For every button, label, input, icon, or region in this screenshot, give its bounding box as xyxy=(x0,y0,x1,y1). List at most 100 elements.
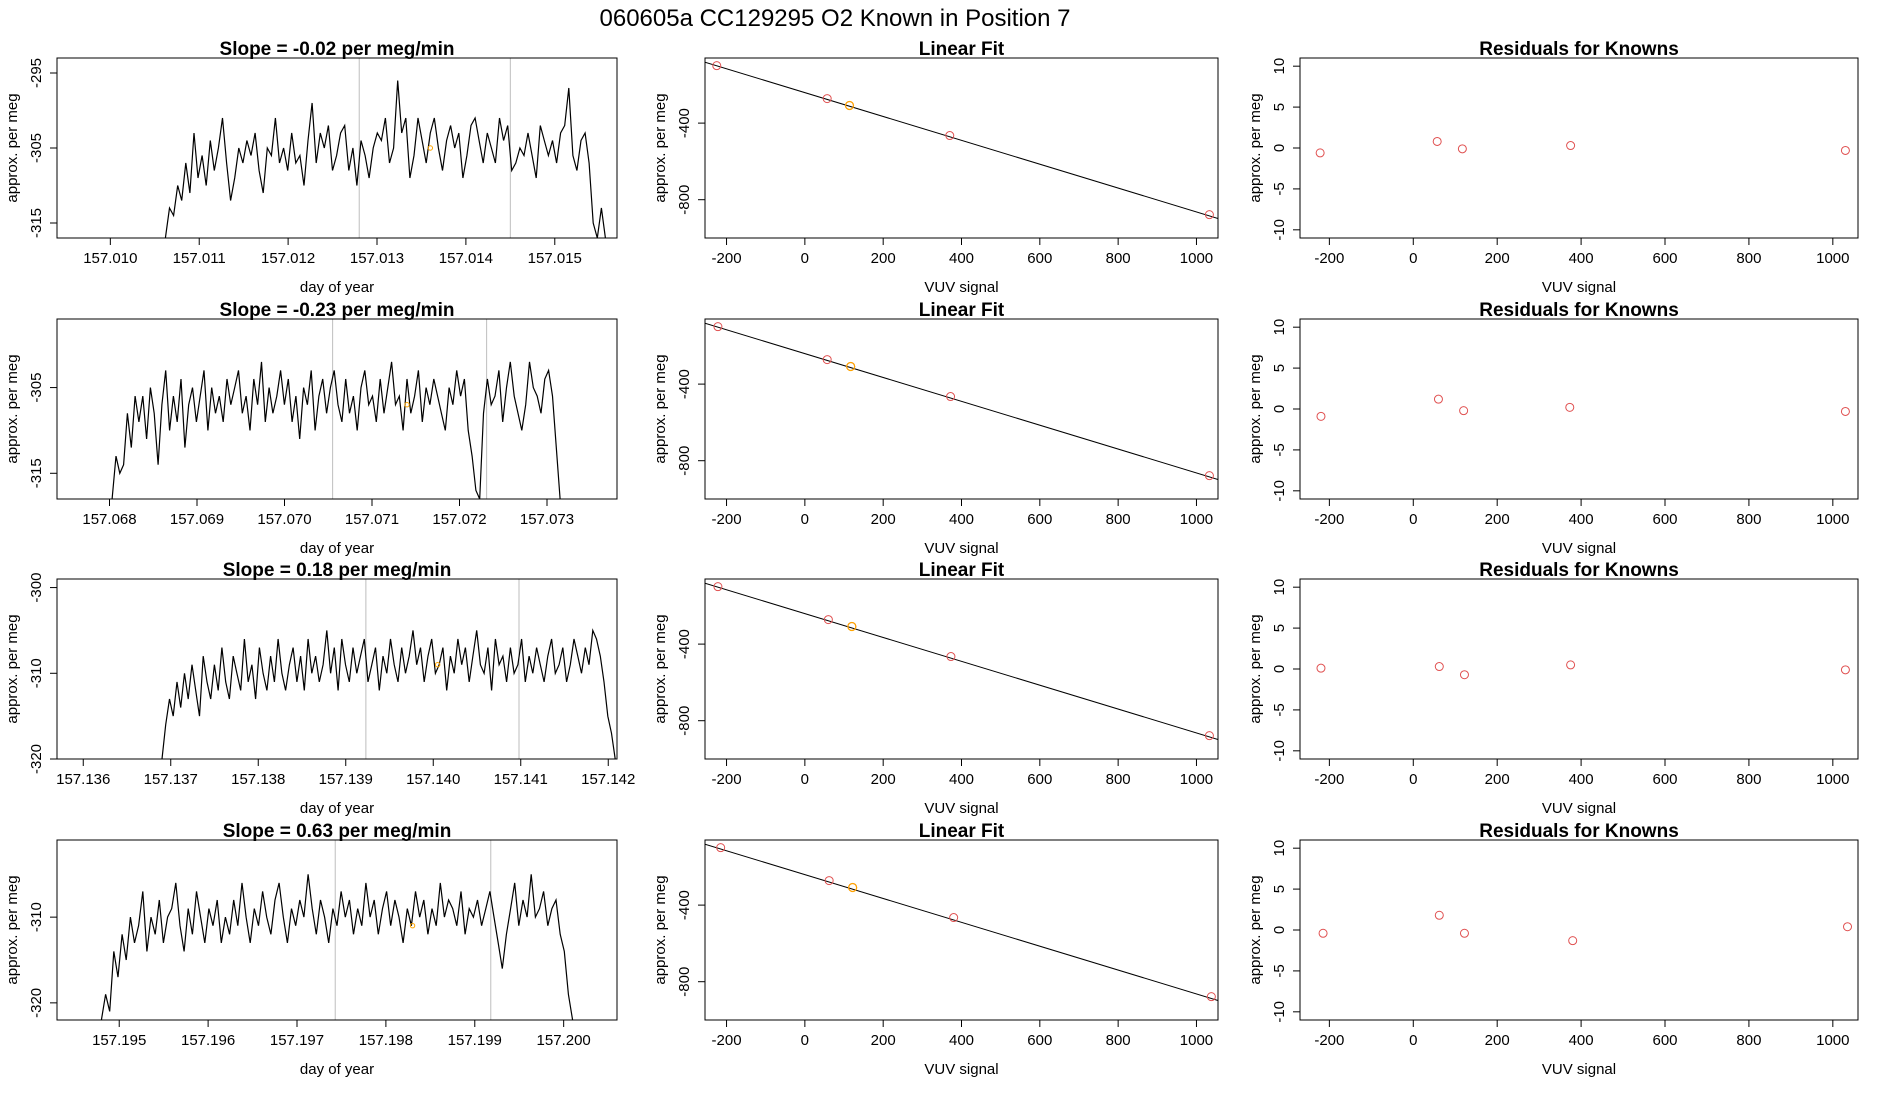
x-tick-label: 157.014 xyxy=(439,250,493,267)
data-point xyxy=(1316,663,1326,673)
plot-area xyxy=(1316,394,1850,421)
data-point xyxy=(949,913,959,923)
data-point xyxy=(1206,992,1216,1002)
x-tick-label: 157.197 xyxy=(270,1032,324,1049)
x-tick-label: 157.199 xyxy=(448,1032,502,1049)
data-point xyxy=(1204,731,1214,741)
data-series-line xyxy=(111,361,561,499)
y-tick-label: -10 xyxy=(1271,219,1288,241)
x-tick-label: 400 xyxy=(949,771,974,788)
plot-frame xyxy=(56,578,618,760)
y-tick-label: -320 xyxy=(28,988,45,1018)
plot-area xyxy=(161,579,616,759)
y-tick-label: -305 xyxy=(28,373,45,403)
x-axis-label: day of year xyxy=(300,279,374,296)
x-tick-label: 157.011 xyxy=(173,250,226,267)
x-tick-label: 200 xyxy=(1485,511,1510,528)
x-axis-label: day of year xyxy=(300,800,374,817)
y-axis-label: approx. per meg xyxy=(4,93,21,202)
x-tick-label: -200 xyxy=(1314,511,1344,528)
x-tick-label: 200 xyxy=(871,771,896,788)
x-tick-label: 200 xyxy=(1485,771,1510,788)
y-axis-label: approx. per meg xyxy=(1247,354,1264,463)
plot-frame xyxy=(704,57,1219,239)
plot-area xyxy=(1318,910,1853,946)
x-tick-label: 157.015 xyxy=(528,250,582,267)
x-tick-label: 800 xyxy=(1106,511,1131,528)
data-point xyxy=(713,582,723,592)
x-axis-label: VUV signal xyxy=(1542,800,1616,817)
y-tick-label: -295 xyxy=(28,58,45,88)
x-tick-label: 157.010 xyxy=(83,250,137,267)
x-axis-label: VUV signal xyxy=(1542,540,1616,557)
x-axis-label: VUV signal xyxy=(924,279,998,296)
data-point xyxy=(1840,406,1850,416)
y-tick-label: -5 xyxy=(1271,443,1288,456)
panel-5: Linear Fit VUV signal approx. per meg -200 0… xyxy=(652,300,1219,557)
plot-frame xyxy=(56,318,618,500)
x-tick-label: 157.137 xyxy=(144,771,198,788)
x-tick-label: 400 xyxy=(1569,511,1594,528)
x-tick-label: 400 xyxy=(949,1032,974,1049)
x-tick-label: 157.200 xyxy=(537,1032,591,1049)
data-point xyxy=(1318,928,1328,938)
x-tick-label: 200 xyxy=(871,250,896,267)
y-tick-label: -800 xyxy=(676,706,693,736)
y-tick-label: -5 xyxy=(1271,703,1288,716)
highlight-point xyxy=(427,145,434,151)
data-point xyxy=(1204,471,1214,481)
x-tick-label: 0 xyxy=(801,511,809,528)
x-tick-label: -200 xyxy=(712,250,742,267)
data-point xyxy=(1566,660,1576,670)
x-tick-label: 0 xyxy=(801,1032,809,1049)
x-tick-label: 800 xyxy=(1736,771,1761,788)
y-tick-label: -320 xyxy=(28,744,45,774)
x-axis-label: VUV signal xyxy=(924,800,998,817)
x-tick-label: 800 xyxy=(1106,771,1131,788)
highlight-point xyxy=(434,662,441,668)
plot-area xyxy=(1315,136,1850,158)
y-axis-label: approx. per meg xyxy=(1247,875,1264,984)
data-series-line xyxy=(100,874,574,1020)
x-axis-label: VUV signal xyxy=(924,540,998,557)
x-tick-label: 200 xyxy=(871,1032,896,1049)
x-tick-label: 1000 xyxy=(1180,250,1213,267)
data-series-line xyxy=(161,628,616,759)
fit-line xyxy=(705,322,1218,480)
y-tick-label: -10 xyxy=(1271,1001,1288,1023)
y-axis-label: approx. per meg xyxy=(1247,93,1264,202)
plot-area xyxy=(100,840,574,1020)
x-tick-label: 600 xyxy=(1027,511,1052,528)
x-tick-label: 157.139 xyxy=(319,771,373,788)
x-tick-label: 1000 xyxy=(1816,771,1849,788)
data-point xyxy=(1565,402,1575,412)
data-point xyxy=(822,355,832,365)
x-tick-label: 157.013 xyxy=(350,250,404,267)
panel-title: Residuals for Knowns xyxy=(1479,560,1679,581)
data-point xyxy=(1840,145,1850,155)
y-tick-label: -800 xyxy=(676,446,693,476)
y-axis-label: approx. per meg xyxy=(652,354,669,463)
plot-frame xyxy=(56,839,618,1021)
plot-area xyxy=(111,319,561,499)
panel-title: Linear Fit xyxy=(919,821,1005,842)
data-point xyxy=(1434,910,1444,920)
x-axis-label: day of year xyxy=(300,540,374,557)
panel-title: Residuals for Knowns xyxy=(1479,300,1679,321)
y-axis-label: approx. per meg xyxy=(4,354,21,463)
highlight-point xyxy=(848,882,858,893)
y-tick-label: 10 xyxy=(1271,840,1288,857)
panel-6: Residuals for Knowns VUV signal approx. pe… xyxy=(1247,300,1859,557)
x-tick-label: 0 xyxy=(1409,511,1417,528)
data-point xyxy=(1204,210,1214,220)
y-tick-label: -800 xyxy=(676,967,693,997)
x-tick-label: 1000 xyxy=(1816,250,1849,267)
highlight-point xyxy=(847,621,857,632)
y-tick-label: -315 xyxy=(28,458,45,488)
x-tick-label: 1000 xyxy=(1180,511,1213,528)
x-tick-label: 200 xyxy=(871,511,896,528)
data-point xyxy=(1459,406,1469,416)
data-point xyxy=(1316,411,1326,421)
y-tick-label: -305 xyxy=(28,133,45,163)
